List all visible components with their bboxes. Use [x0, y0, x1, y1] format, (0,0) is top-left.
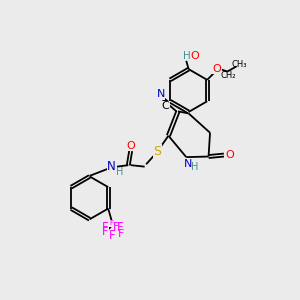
Text: O: O [191, 51, 200, 61]
Text: F: F [110, 220, 114, 226]
Text: N: N [184, 159, 192, 169]
Text: N: N [107, 160, 116, 173]
Text: O: O [225, 150, 234, 160]
Text: C: C [161, 101, 169, 112]
Text: O: O [212, 64, 221, 74]
Text: H: H [183, 51, 191, 61]
Text: S: S [153, 145, 161, 158]
Text: CH₂: CH₂ [221, 71, 236, 80]
Text: F: F [109, 229, 116, 242]
Text: O: O [126, 141, 135, 151]
Text: F: F [118, 229, 124, 239]
Text: F: F [102, 227, 108, 237]
Text: F: F [113, 222, 119, 232]
Text: CH₃: CH₃ [232, 60, 247, 69]
Text: F: F [117, 221, 123, 234]
Text: F: F [102, 221, 109, 234]
Text: N: N [156, 89, 165, 99]
Text: H: H [191, 162, 199, 172]
Text: H: H [116, 167, 124, 177]
